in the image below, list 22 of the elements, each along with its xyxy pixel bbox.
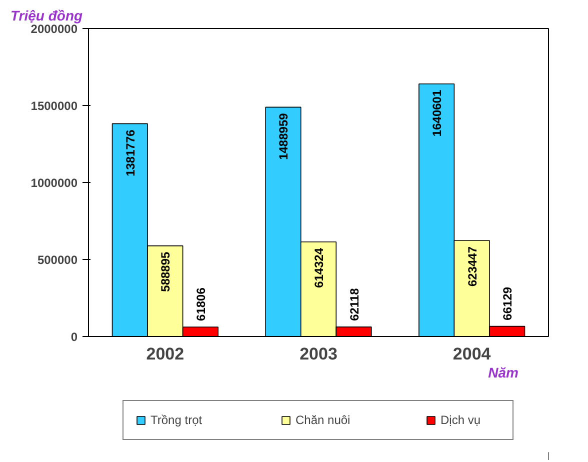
data-label: 1381776 <box>123 129 138 176</box>
y-tick-label: 2000000 <box>30 22 78 36</box>
data-label: 588895 <box>158 251 173 292</box>
y-tick-label: 1500000 <box>30 99 78 113</box>
x-axis-title: Năm <box>488 364 519 380</box>
y-tick-label: 500000 <box>37 253 78 267</box>
y-tick-label: 1000000 <box>30 176 78 190</box>
legend-label: Trồng trọt <box>150 413 204 427</box>
legend-label: Dịch vụ <box>440 413 482 427</box>
data-label: 623447 <box>465 246 480 287</box>
data-label: 614324 <box>312 248 326 288</box>
y-axis-title: Triệu đồng <box>10 8 84 24</box>
y-tick-label: 0 <box>70 330 78 344</box>
data-label: 1488959 <box>276 112 291 160</box>
legend-label: Chăn nuôi <box>296 413 352 427</box>
data-label: 66129 <box>500 286 515 320</box>
data-label: 1640601 <box>430 90 444 137</box>
data-label: 62118 <box>347 288 362 321</box>
x-tick-label: 2003 <box>300 344 338 364</box>
x-tick-label: 2004 <box>452 344 492 364</box>
x-tick-label: 2002 <box>146 344 184 364</box>
data-label: 61806 <box>194 287 208 321</box>
